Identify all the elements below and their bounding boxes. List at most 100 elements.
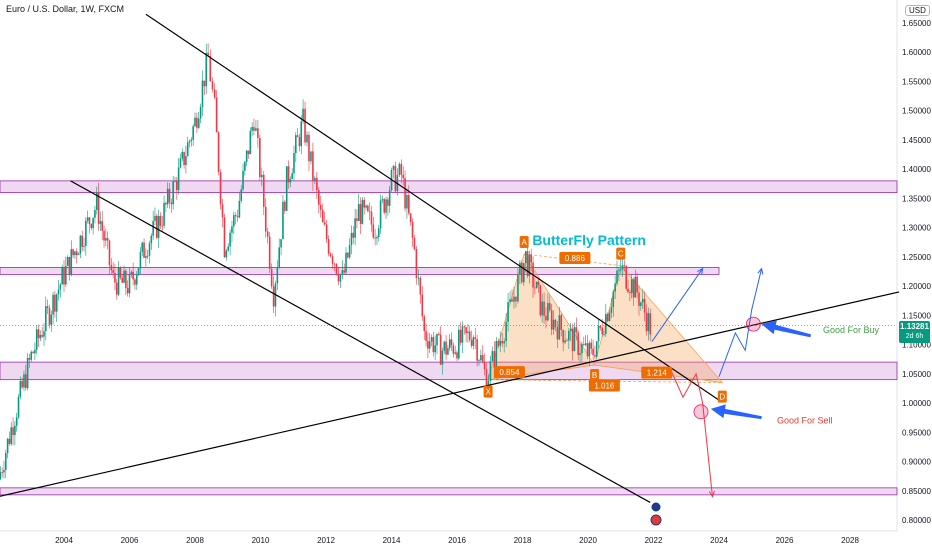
x-tick-label: 2012: [317, 536, 335, 545]
trendline: [145, 13, 720, 401]
candle-body: [445, 341, 447, 355]
candle-body: [229, 232, 231, 247]
candle-body: [377, 228, 380, 237]
x-tick-label: 2008: [186, 536, 204, 545]
candle-body: [621, 265, 624, 270]
candle-body: [264, 206, 267, 232]
x-tick-label: 2004: [55, 536, 73, 545]
candle-body: [85, 220, 87, 246]
candle-body: [436, 333, 438, 346]
candle-body: [558, 315, 561, 340]
candle-body: [640, 302, 642, 306]
candle-body: [45, 306, 47, 332]
candle-body: [584, 343, 587, 345]
candle-body: [139, 251, 142, 269]
candle-body: [28, 358, 31, 360]
candle-body: [223, 217, 226, 258]
candle-body: [505, 321, 507, 342]
candle-body: [586, 343, 589, 357]
candle-body: [54, 294, 56, 312]
price-axis[interactable]: [897, 0, 932, 550]
candle-body: [1, 472, 3, 474]
candle-body: [323, 222, 326, 225]
candle-body: [63, 267, 65, 285]
candle-body: [183, 151, 185, 165]
candle-body: [497, 340, 500, 346]
candle-body: [347, 252, 349, 258]
candle-body: [577, 332, 579, 356]
candle-body: [157, 215, 160, 238]
candle-body: [37, 329, 40, 339]
candle-body: [478, 360, 480, 362]
candle-body: [10, 427, 13, 444]
candle-body: [215, 97, 218, 133]
projection-up-line: [651, 268, 704, 342]
candle-body: [70, 249, 73, 275]
candle-body: [579, 353, 581, 356]
candle-body: [470, 339, 473, 346]
ratio-label-ac-box: [559, 252, 591, 265]
buy-circle: [745, 316, 761, 332]
candle-body: [92, 217, 94, 229]
candle-body: [41, 334, 43, 337]
candle-body: [284, 201, 286, 211]
candle-body: [253, 127, 255, 131]
candle-body: [590, 342, 593, 349]
candle-body: [383, 199, 386, 213]
candle-body: [190, 139, 193, 142]
candle-body: [321, 209, 324, 223]
candle-body: [174, 180, 176, 182]
ratio-label-bc-d-box: [588, 379, 620, 392]
candle-body: [46, 306, 49, 309]
y-tick-label: 1.45000: [902, 136, 931, 145]
candle-body: [430, 337, 433, 342]
candle-body: [450, 339, 453, 346]
projections: [651, 267, 812, 498]
y-tick-label: 1.25000: [902, 253, 931, 262]
candle-body: [247, 150, 250, 155]
candle-body: [569, 328, 572, 332]
pattern-title: ButterFly Pattern: [532, 232, 646, 248]
annotation-labels: X A B C D 0.854 0.886 1.016 1.214 ButterFly Patte…: [483, 232, 880, 526]
candle-body: [227, 246, 230, 251]
currency-button[interactable]: USD: [905, 5, 930, 16]
candle-body: [545, 315, 547, 321]
candle-body: [234, 215, 237, 217]
candle-body: [314, 177, 316, 181]
candle-body: [221, 204, 224, 218]
candle-body: [141, 242, 144, 252]
candle-body: [61, 267, 63, 285]
candle-body: [554, 319, 557, 328]
candle-body: [636, 276, 638, 293]
candle-body: [106, 238, 109, 241]
candle-body: [30, 351, 33, 360]
candle-body: [468, 331, 471, 340]
candle-body: [408, 195, 410, 214]
x-tick-label: 2010: [252, 536, 270, 545]
buy-pointer-arrow: [761, 320, 812, 338]
candle-body: [489, 361, 492, 381]
candle-body: [155, 215, 158, 238]
candle-body: [134, 279, 136, 285]
candle-body: [381, 199, 384, 201]
candle-body: [526, 251, 529, 276]
candle-body: [57, 289, 60, 295]
candle-body: [312, 151, 314, 181]
candle-body: [630, 279, 633, 294]
candle-body: [434, 345, 436, 353]
candle-body: [564, 340, 566, 343]
candle-body: [194, 117, 196, 127]
candle-body: [476, 339, 478, 361]
candle-body: [601, 327, 603, 335]
candle-body: [154, 215, 156, 221]
candle-body: [236, 216, 239, 218]
candle-body: [249, 130, 252, 155]
candle-body: [638, 292, 640, 306]
candle-body: [552, 319, 555, 330]
ratio-label-bc-d: 1.016: [594, 382, 615, 391]
candle-body: [83, 245, 85, 247]
candle-body: [145, 256, 147, 258]
candles: [0, 43, 652, 481]
y-tick-label: 1.60000: [902, 48, 931, 57]
